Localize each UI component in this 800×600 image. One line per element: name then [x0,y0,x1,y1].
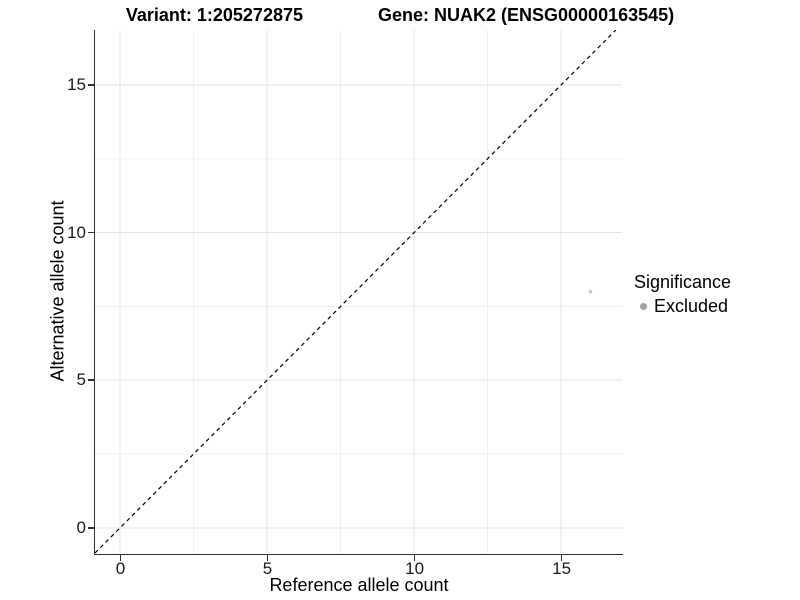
x-tick-label: 15 [552,559,572,578]
legend-point-icon [639,303,647,310]
y-axis-tick [88,379,94,381]
legend-title: Significance [634,272,732,292]
x-tick-label: 0 [115,559,126,578]
x-axis-title: Reference allele count [269,575,449,595]
x-axis-tick [119,554,122,561]
x-axis-tick [413,554,416,561]
identity-dashed-line [95,30,617,553]
legend-item-label: Excluded [654,296,729,316]
y-tick-label: 10 [67,222,86,242]
y-axis-tick [88,84,94,86]
plot-panel [94,30,623,555]
plot-title-gene: Gene: NUAK2 (ENSG00000163545) [378,5,675,25]
x-axis-tick [560,554,563,561]
x-tick-label: 5 [262,559,273,578]
legend: Significance Excluded [634,272,731,317]
x-axis-tick [266,554,269,561]
y-axis-tick [88,527,94,529]
y-axis-tick [88,231,94,234]
data-point [588,289,593,294]
x-tick-label: 10 [405,559,425,578]
y-tick-label: 0 [76,517,86,537]
plot-title: Variant: 1:205272875 Gene: NUAK2 (ENSG00… [0,5,800,26]
y-tick-label: 5 [76,370,86,390]
legend-key [635,299,651,315]
plot-panel-canvas [95,30,622,553]
y-tick-label: 15 [67,74,86,94]
legend-item-excluded: Excluded [634,296,731,317]
plot-title-variant: Variant: 1:205272875 [125,5,303,25]
